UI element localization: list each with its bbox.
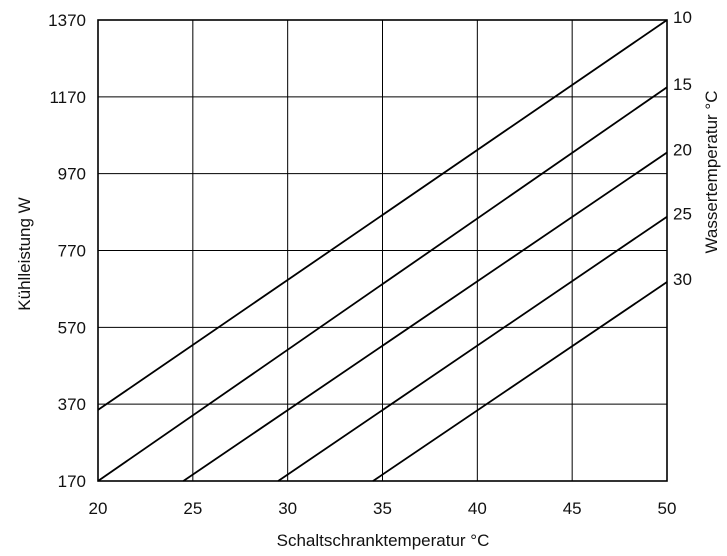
y-tick-label: 970 bbox=[58, 165, 86, 184]
series-label: 15 bbox=[673, 75, 692, 94]
series-labels: 10 15 20 25 30 bbox=[673, 8, 692, 289]
y-tick-label: 770 bbox=[58, 242, 86, 261]
x-tick-label: 35 bbox=[373, 499, 392, 518]
series-label: 25 bbox=[673, 205, 692, 224]
series-line bbox=[97, 19, 668, 411]
y-tick-label: 170 bbox=[58, 472, 86, 491]
x-tick-labels: 20 25 30 35 40 45 50 bbox=[89, 499, 677, 518]
y-axis-label: Kühlleistung W bbox=[15, 197, 34, 310]
series-line bbox=[277, 215, 668, 482]
y2-axis-label: Wassertemperatur °C bbox=[702, 91, 721, 254]
y-tick-label: 1370 bbox=[48, 11, 86, 30]
plot-frame bbox=[97, 19, 668, 482]
series-lines bbox=[97, 19, 668, 482]
x-axis-label: Schaltschranktemperatur °C bbox=[277, 531, 490, 550]
series-line bbox=[97, 86, 668, 482]
grid bbox=[97, 19, 668, 482]
x-tick-label: 20 bbox=[89, 499, 108, 518]
y-tick-label: 370 bbox=[58, 395, 86, 414]
series-label: 30 bbox=[673, 270, 692, 289]
x-tick-label: 40 bbox=[468, 499, 487, 518]
y-tick-label: 1170 bbox=[49, 88, 86, 107]
y-tick-labels: 170 370 570 770 970 1170 1370 bbox=[48, 11, 86, 491]
x-tick-label: 45 bbox=[563, 499, 582, 518]
x-tick-label: 30 bbox=[278, 499, 297, 518]
y-tick-label: 570 bbox=[58, 318, 86, 337]
x-tick-label: 25 bbox=[183, 499, 202, 518]
series-label: 10 bbox=[673, 8, 692, 27]
series-line bbox=[372, 281, 668, 482]
series-line bbox=[182, 151, 668, 482]
series-label: 20 bbox=[673, 141, 692, 160]
x-tick-label: 50 bbox=[658, 499, 677, 518]
